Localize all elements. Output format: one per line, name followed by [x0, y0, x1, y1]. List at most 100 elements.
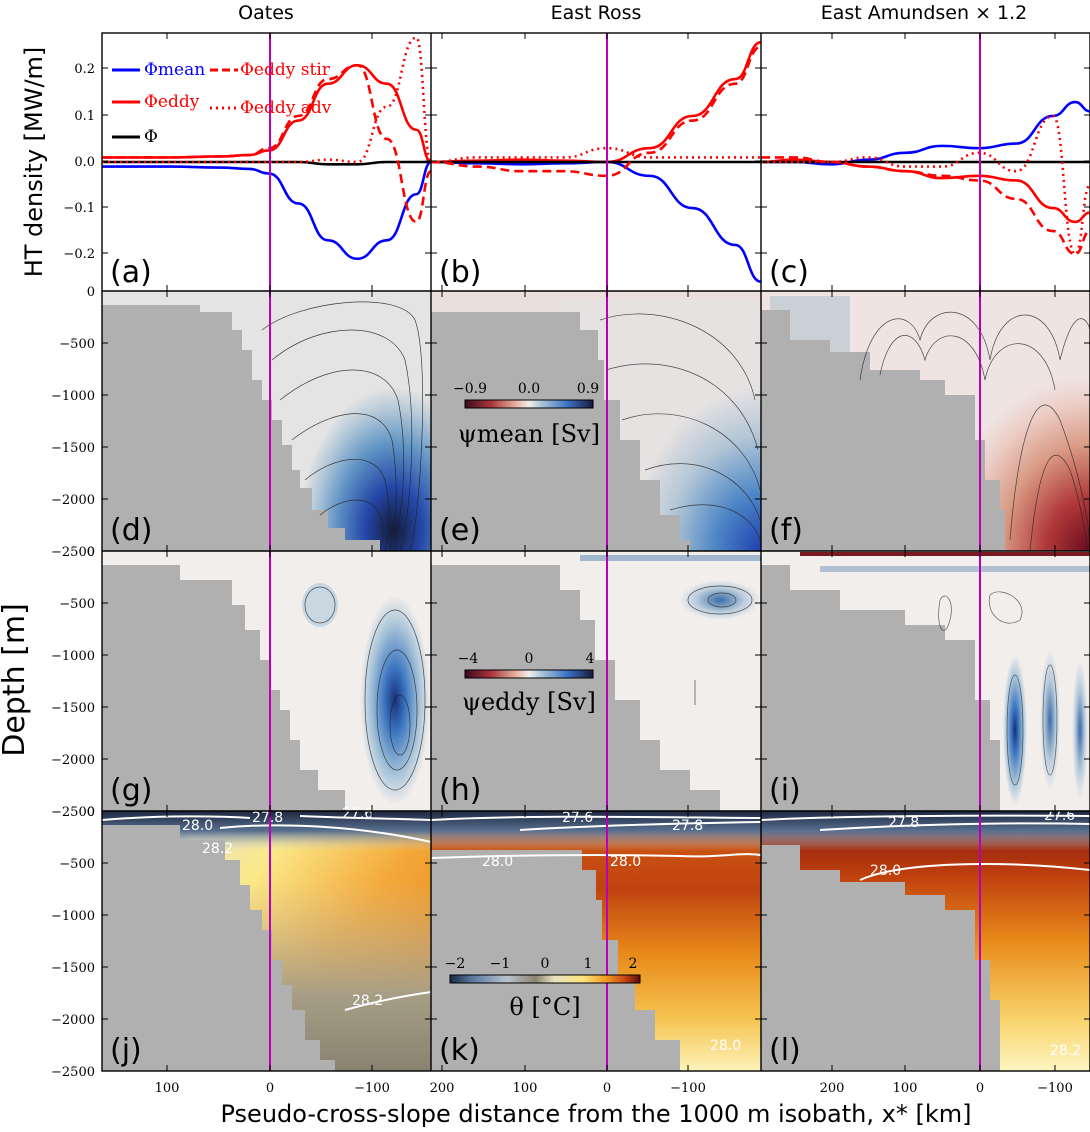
- bathymetry: [102, 825, 335, 1071]
- cbar-tick: −4: [458, 651, 479, 667]
- panel-j: 27.8 27.6 28.0 28.2 28.2: [101, 806, 432, 1071]
- cbar-label: θ [°C]: [509, 993, 580, 1021]
- isopycnal-label: 27.8: [888, 815, 919, 831]
- panel-g: [102, 551, 431, 811]
- panel-label-h: (h): [439, 773, 481, 808]
- isopycnal-label: 28.0: [870, 863, 901, 879]
- isopycnal-label: 28.2: [352, 993, 383, 1009]
- depth-ytick: −1000: [51, 649, 95, 664]
- xtick: −100: [354, 1081, 390, 1096]
- depth-ytick: −1000: [51, 909, 95, 924]
- legend-eddy: Φeddy: [144, 92, 200, 112]
- panel-label-a: (a): [110, 255, 152, 290]
- series-line: [761, 114, 1090, 256]
- ytick: 0.2: [74, 62, 95, 77]
- cbar-tick: 0.0: [518, 381, 540, 397]
- depth-ytick: 0: [87, 805, 95, 820]
- cbar-tick: −1: [490, 956, 511, 972]
- xtick: 0: [603, 1081, 611, 1096]
- panel-b-series: [431, 40, 761, 284]
- panel-label-j: (j): [110, 1033, 142, 1068]
- cbar-tick: 0: [541, 956, 550, 972]
- panel-label-i: (i): [769, 773, 801, 808]
- series-line: [431, 146, 761, 164]
- panel-i: [761, 551, 1090, 811]
- series-line: [102, 63, 431, 224]
- bathymetry: [431, 850, 680, 1071]
- colorbar-psi-mean: −0.9 0.0 0.9 ψmean [Sv]: [453, 381, 600, 448]
- series-line: [431, 40, 761, 164]
- isopycnal-label: 27.6: [562, 810, 593, 826]
- cbar-tick: −2: [445, 956, 466, 972]
- bathymetry: [761, 845, 1000, 1071]
- isopycnal-label: 28.0: [610, 854, 641, 870]
- depth-ytick: 0: [87, 285, 95, 300]
- series-line: [761, 156, 1090, 256]
- series-line: [431, 45, 761, 178]
- depth-ytick: 0: [87, 545, 95, 560]
- depth-ytick: −2500: [51, 805, 95, 820]
- series-line: [102, 36, 431, 164]
- xtick: 0: [976, 1081, 984, 1096]
- xtick: 100: [513, 1081, 538, 1096]
- series-line: [761, 100, 1090, 166]
- panel-label-g: (g): [110, 773, 152, 808]
- cbar-tick: 0.9: [577, 381, 599, 397]
- legend-total: Φ: [144, 127, 158, 147]
- series-line: [102, 160, 431, 261]
- panel-l: 27.8 27.6 28.0 28.2: [760, 808, 1090, 1071]
- legend-stir: Φeddy stir: [240, 60, 331, 80]
- bathymetry: [431, 565, 720, 811]
- depth-ytick: −2000: [51, 753, 95, 768]
- panel-label-f: (f): [769, 513, 803, 548]
- isopycnal-label: 28.2: [1050, 1043, 1081, 1059]
- series-line: [761, 158, 1090, 224]
- cbar-label: ψeddy [Sv]: [462, 688, 596, 716]
- isopycnal-label: 28.2: [202, 841, 233, 857]
- panel-label-k: (k): [439, 1033, 480, 1068]
- legend: Φmean Φeddy Φ Φeddy stir Φeddy adv: [112, 60, 332, 147]
- xtick: 0: [266, 1081, 274, 1096]
- depth-ytick: −2000: [51, 493, 95, 508]
- depth-ytick: −1500: [51, 441, 95, 456]
- ytick: 0.1: [74, 109, 95, 124]
- isopycnal-label: 28.0: [182, 818, 213, 834]
- col-title-east-ross: East Ross: [551, 2, 642, 24]
- ytick: −0.2: [63, 247, 95, 262]
- depth-ytick: −1500: [51, 701, 95, 716]
- panel-e: [431, 291, 761, 551]
- xtick: 100: [155, 1081, 180, 1096]
- ytick: 0.0: [74, 155, 95, 170]
- cbar-tick: −0.9: [453, 381, 487, 397]
- depth-yticks: 0−500−1000−1500−2000−25000−500−1000−1500…: [51, 285, 95, 1080]
- xtick: −100: [1037, 1081, 1073, 1096]
- xtick: 200: [820, 1081, 845, 1096]
- isopycnal-label: 27.8: [252, 810, 283, 826]
- xtick: 200: [430, 1081, 455, 1096]
- isopycnal-label: 28.0: [710, 1038, 741, 1054]
- depth-ytick: −500: [59, 337, 95, 352]
- panel-k: 27.6 27.8 28.0 28.0 28.0: [430, 810, 762, 1071]
- bathymetry: [102, 305, 380, 551]
- cbar-tick: 2: [629, 956, 638, 972]
- panel-label-l: (l): [769, 1033, 801, 1068]
- col-title-oates: Oates: [238, 2, 294, 24]
- depth-ytick: −2000: [51, 1013, 95, 1028]
- isopycnal-label: 27.8: [672, 818, 703, 834]
- panel-label-c: (c): [769, 255, 809, 290]
- isopycnal-label: 27.6: [342, 806, 373, 822]
- depth-ytick: −500: [59, 857, 95, 872]
- depth-ylabel: Depth [m]: [0, 603, 32, 757]
- bathymetry: [761, 310, 1005, 551]
- panel-c-series: [761, 100, 1090, 256]
- isopycnal-label: 28.0: [482, 854, 513, 870]
- colorbar-psi-eddy: −4 0 4 ψeddy [Sv]: [458, 651, 596, 716]
- panel-labels: (a) (b) (c) (d) (e) (f) (g) (h) (i) (j) …: [110, 255, 809, 1068]
- top-ylabel: HT density [MW/m]: [20, 47, 48, 278]
- panel-frames: [101, 32, 1090, 1072]
- panel-label-e: (e): [439, 513, 481, 548]
- cbar-tick: 1: [584, 956, 593, 972]
- xticks: 100 0 −100 200 100 0 −100 200 100 0 −100: [155, 1081, 1073, 1096]
- depth-ytick: −500: [59, 597, 95, 612]
